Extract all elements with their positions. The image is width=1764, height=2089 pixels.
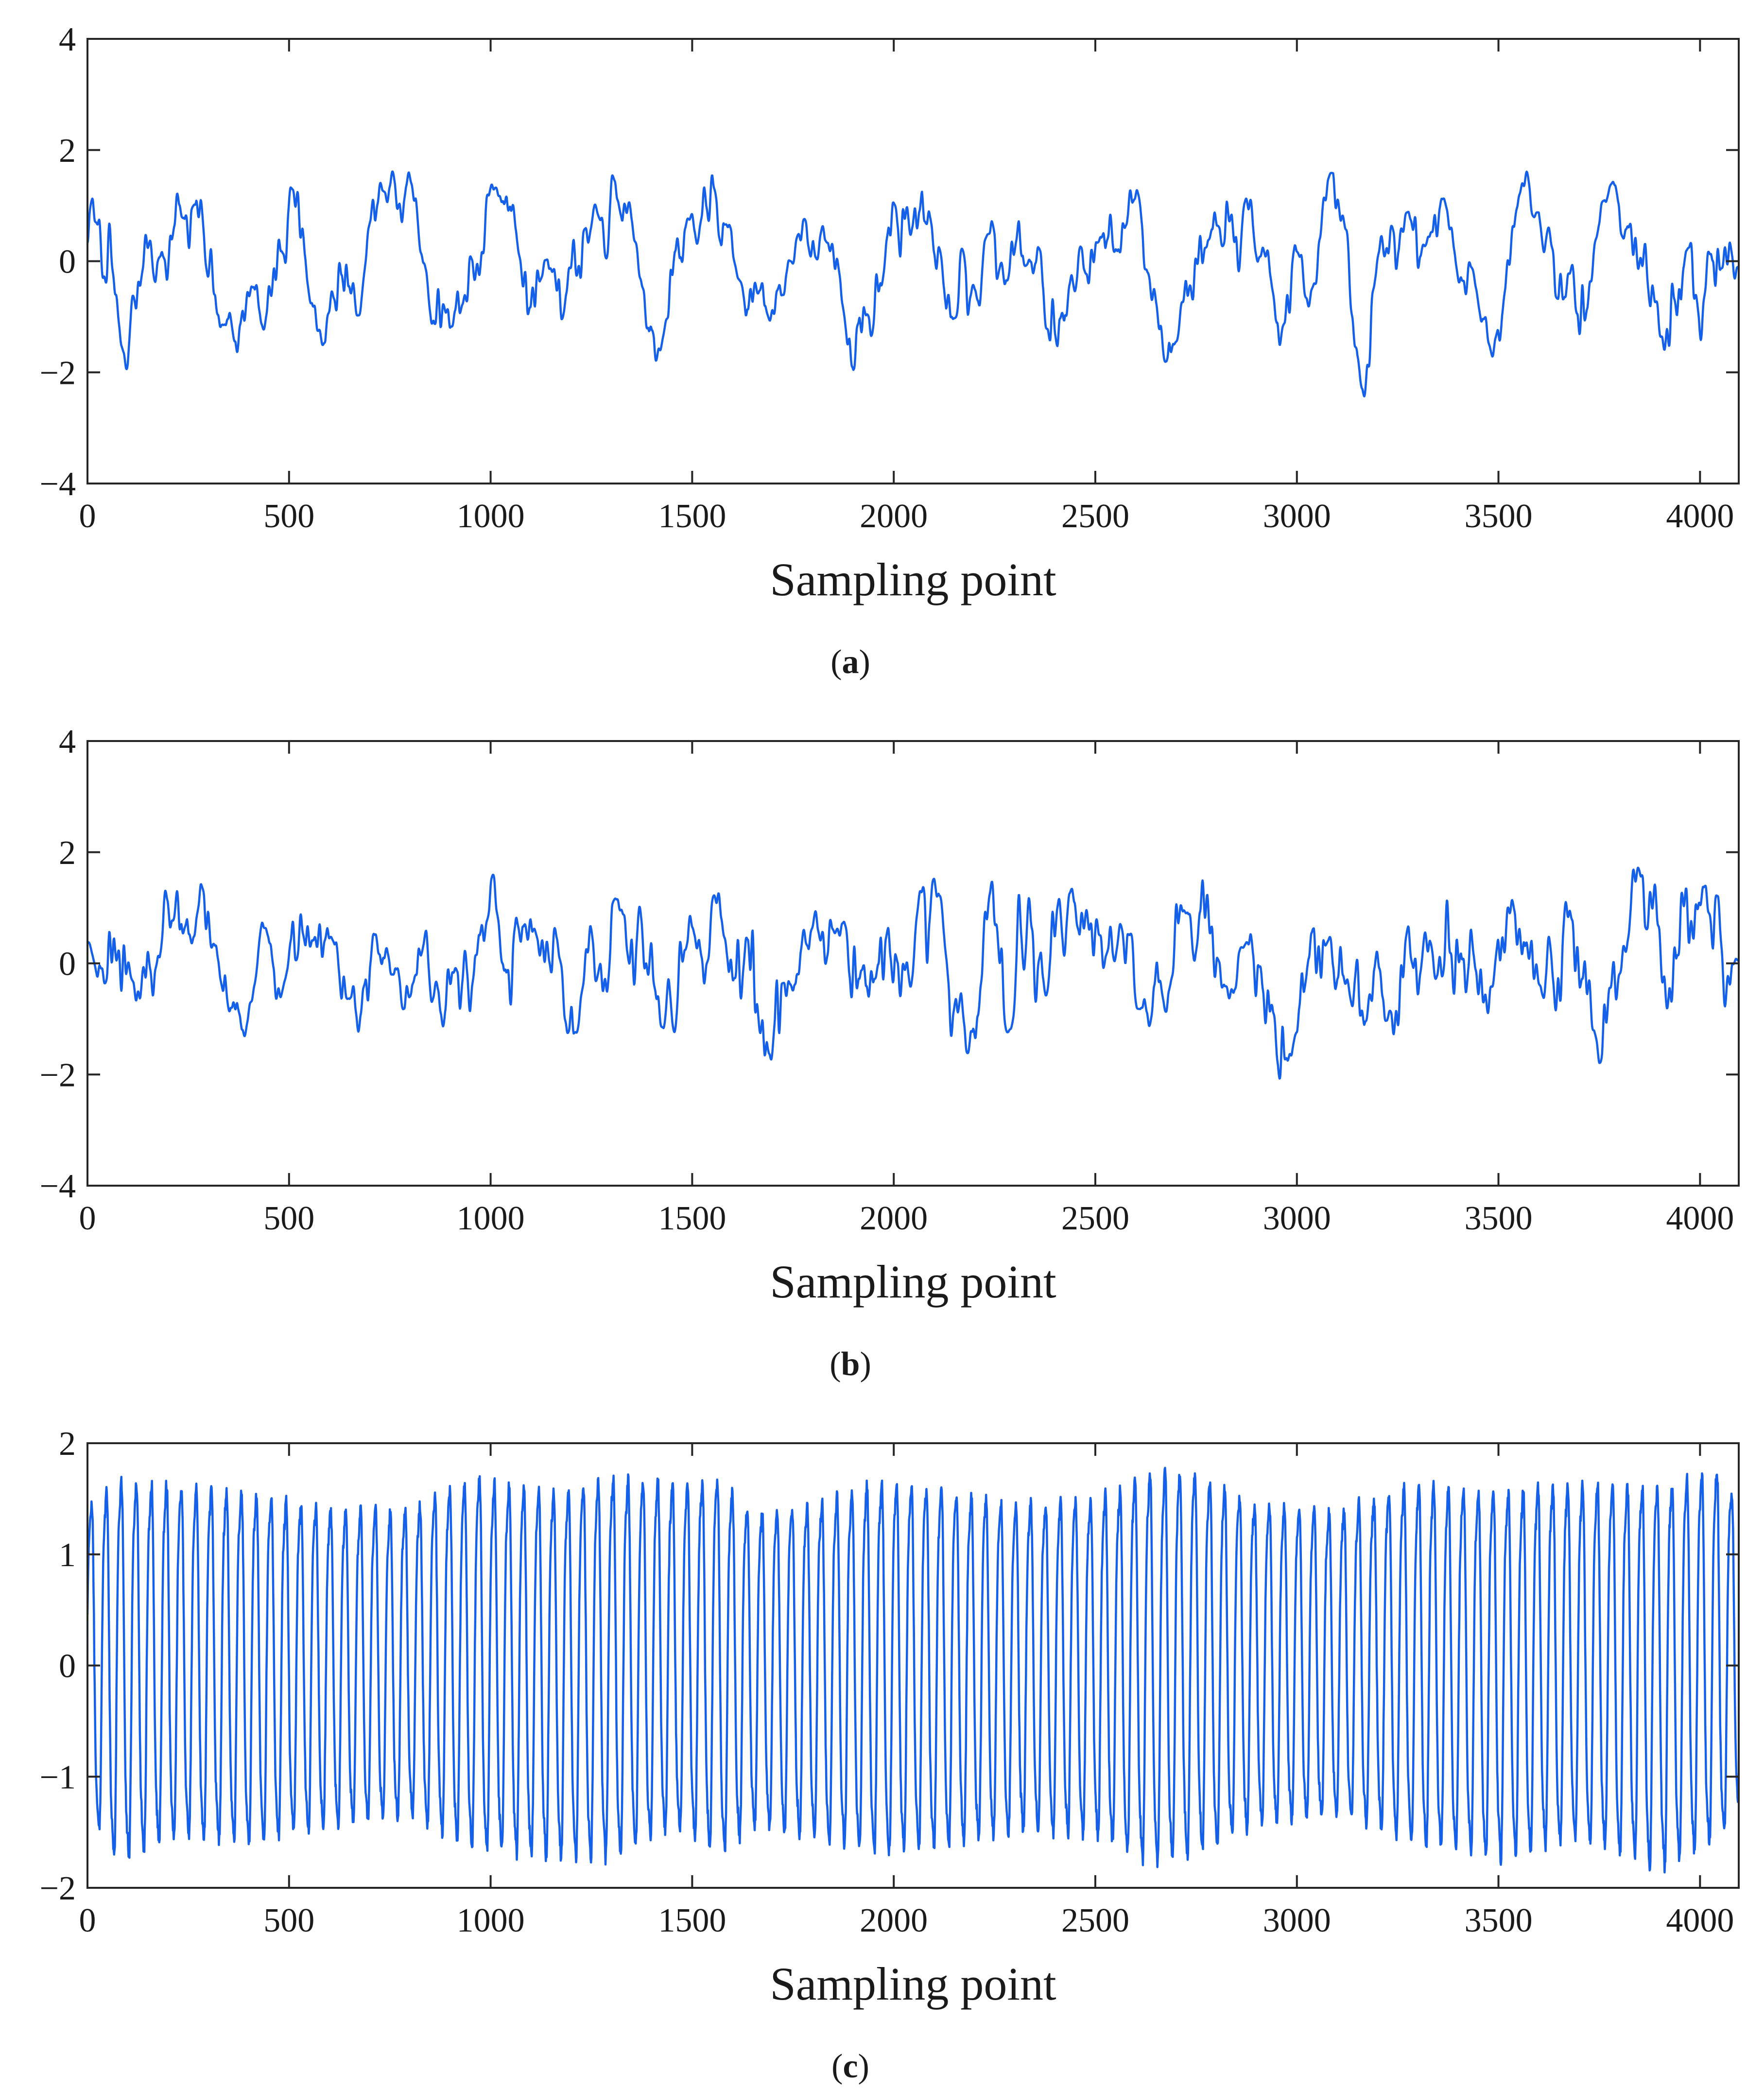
panel-c-x-axis-label: Sampling point [770,1958,1056,2010]
panel-b-y-tick-label: 0 [59,946,76,983]
panel-a-y-tick-label: −2 [40,354,76,392]
panel-b-x-tick-label: 2000 [860,1200,928,1237]
panel-b-y-tick-label: 4 [59,723,76,760]
panel-a-plot-area [87,170,1739,397]
panel-a: 0 500 1000 1500 2000 2500 3000 3500 4000−4−2024 … [40,21,1740,681]
panel-b-x-tick-label: 4000 [1666,1200,1734,1237]
panel-b-y-tick-label: 2 [59,834,76,872]
panel-c-signal-line [87,1467,1739,1874]
panel-c-x-tick-label: 2000 [860,1902,928,1939]
panel-a-ticks: 0 500 1000 1500 2000 2500 3000 3500 4000 −4 −2 0 2 4 [40,21,1739,535]
panel-c-x-tick-label: 1500 [658,1902,726,1939]
panel-c-x-tick-label: 4000 [1666,1902,1734,1939]
panel-a-y-tick-label: 2 [59,132,76,170]
panel-c-x-tick-label: 2500 [1061,1902,1129,1939]
panel-c-x-tick-label: 500 [263,1902,314,1939]
panel-b-x-tick-label: 3500 [1465,1200,1533,1237]
panel-b-x-tick-label: 0 [79,1200,96,1237]
panel-b-y-tick-label: −2 [40,1056,76,1094]
panel-c-y-tick-label: 1 [59,1537,76,1574]
panel-b-x-tick-label: 3000 [1263,1200,1331,1237]
panel-b-x-tick-label: 1500 [658,1200,726,1237]
panel-c-y-tick-label: 2 [59,1425,76,1463]
panel-a-y-tick-label: 0 [59,243,76,281]
panel-a-caption: (a) [830,643,870,681]
panel-a-x-axis-label: Sampling point [770,553,1056,605]
panel-b-signal-line [87,866,1739,1080]
panel-c-x-tick-label: 3000 [1263,1902,1331,1939]
panel-b-x-tick-label: 1000 [457,1200,525,1237]
panel-c-ticks: 0 500 1000 1500 2000 2500 3000 3500 4000 −2 −1 0 1 2 [40,1425,1739,1939]
panel-b-plot-area [87,866,1739,1080]
panel-c-x-tick-label: 1000 [457,1902,525,1939]
panel-b: 0 500 1000 1500 2000 2500 3000 3500 4000−4−2024 … [40,723,1740,1383]
panel-a-x-tick-label: 0 [79,498,96,535]
panel-c-caption: (c) [831,2048,869,2085]
panel-a-x-tick-label: 1000 [457,498,525,535]
panel-a-x-tick-label: 2000 [860,498,928,535]
panel-a-x-tick-label: 1500 [658,498,726,535]
panel-a-x-tick-label: 3000 [1263,498,1331,535]
panel-b-ticks: 0 500 1000 1500 2000 2500 3000 3500 4000 −4 −2 0 2 4 [40,723,1739,1237]
panel-b-x-tick-label: 500 [263,1200,314,1237]
panel-a-y-tick-label: −4 [40,466,76,503]
panel-b-caption: (b) [830,1346,871,1383]
panel-a-x-tick-label: 3500 [1465,498,1533,535]
panel-a-signal-line [87,170,1739,397]
panel-c-y-tick-label: −1 [40,1759,76,1796]
panel-c-x-tick-label: 0 [79,1902,96,1939]
panel-b-x-axis-label: Sampling point [770,1256,1056,1308]
panel-a-y-tick-label: 4 [59,21,76,58]
panel-a-x-tick-label: 4000 [1666,498,1734,535]
panel-a-axes-frame [86,38,1740,484]
panel-c-y-tick-label: 0 [59,1648,76,1685]
panel-c-caption-letter: c [843,2048,858,2085]
panel-a-caption-letter: a [842,643,859,681]
panel-c: 0 500 1000 1500 2000 2500 3000 3500 4000−2−1012 … [40,1425,1740,2085]
panel-b-x-tick-label: 2500 [1061,1200,1129,1237]
panel-c-x-tick-label: 3500 [1465,1902,1533,1939]
panel-a-x-tick-label: 2500 [1061,498,1129,535]
panel-b-y-tick-label: −4 [40,1168,76,1205]
panel-b-caption-letter: b [841,1346,860,1383]
panel-a-x-tick-label: 500 [263,498,314,535]
panel-c-y-tick-label: −2 [40,1870,76,1907]
panel-c-plot-area [87,1467,1739,1874]
